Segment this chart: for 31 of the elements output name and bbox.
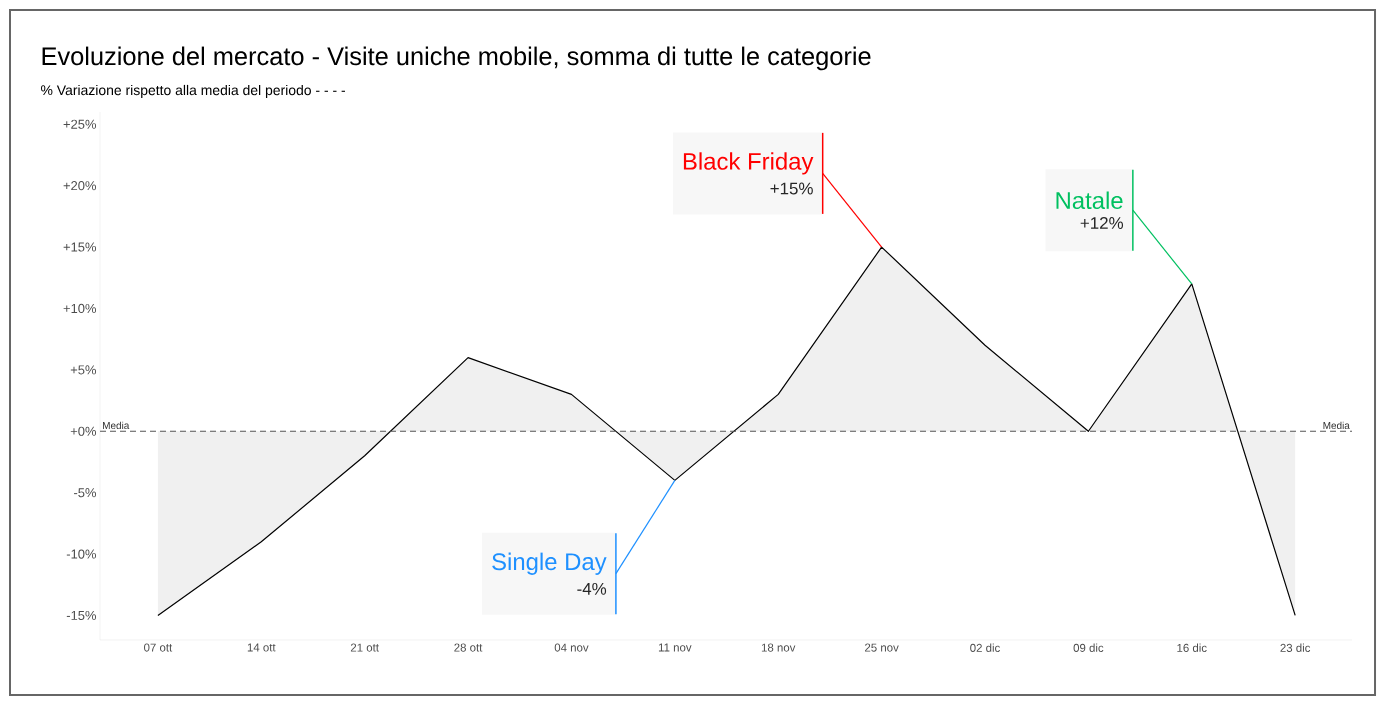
x-tick-label: 21 ott <box>350 643 379 652</box>
x-tick-label: 09 dic <box>1073 643 1104 652</box>
ref-line-label: Media <box>103 421 130 430</box>
y-tick-label: +5% <box>70 365 97 375</box>
x-tick-label: 11 nov <box>658 643 692 652</box>
data-label: -4% <box>577 582 607 595</box>
text: Media <box>1323 421 1350 430</box>
chart-subtitle: % Variazione rispetto alla media del periodo - - - - <box>41 84 346 98</box>
y-tick-label: +15% <box>63 242 97 252</box>
data-label: +12% <box>1080 217 1124 229</box>
y-tick-label: +0% <box>70 426 97 436</box>
y-tick-label: -15% <box>66 610 97 620</box>
annotation: Natale <box>1056 191 1123 210</box>
x-tick-label: 14 ott <box>247 643 276 652</box>
y-tick-label: -10% <box>66 549 97 559</box>
x-tick-label: 02 dic <box>970 643 1000 652</box>
x-tick-label: 28 ott <box>454 643 483 652</box>
annotation: Single Day <box>492 552 607 575</box>
data-label: +15% <box>770 182 813 195</box>
annotation: Black Friday <box>683 152 814 175</box>
x-tick-label: 16 dic <box>1177 643 1207 652</box>
y-tick-label: +25% <box>63 119 97 129</box>
x-tick-label: 25 nov <box>865 643 899 652</box>
x-tick-label: 07 ott <box>144 643 173 652</box>
x-tick-label: 04 nov <box>554 643 589 652</box>
y-tick-label: +20% <box>63 181 97 191</box>
y-tick-label: +10% <box>63 303 97 314</box>
y-tick-label: -5% <box>74 488 97 498</box>
x-tick-label: 18 nov <box>761 643 796 652</box>
chart-title: Evoluzione del mercato - Visite uniche mobile, somma di tutte le categorie <box>42 46 871 71</box>
x-tick-label: 23 dic <box>1280 643 1311 652</box>
